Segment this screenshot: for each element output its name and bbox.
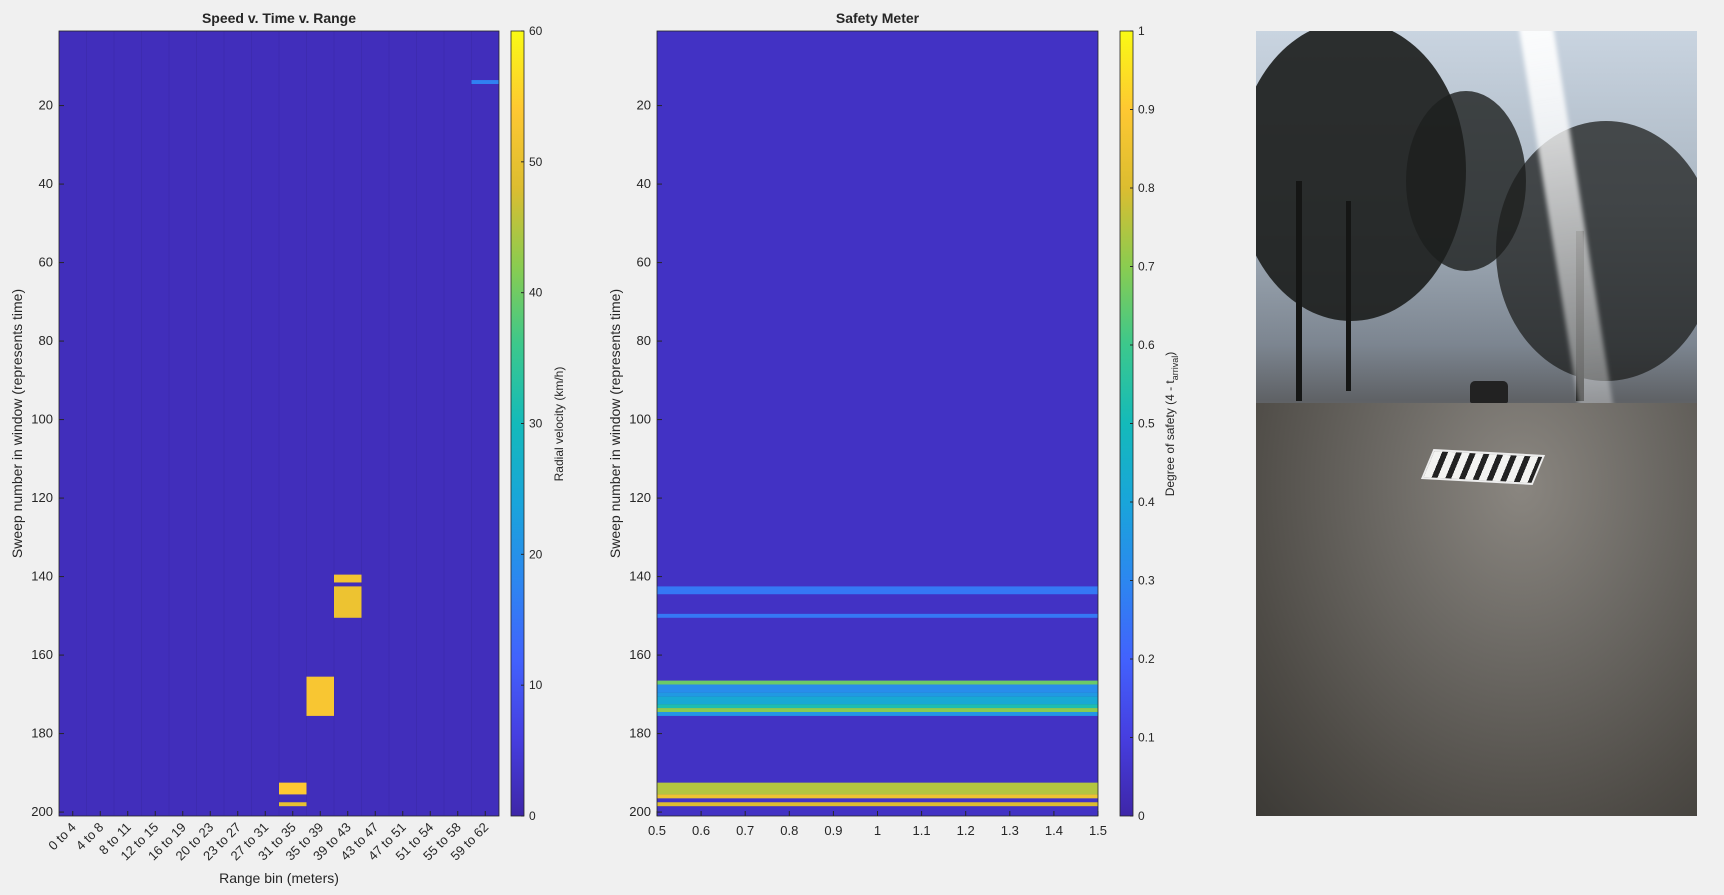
colorbar-tick-label: 0.5 xyxy=(1138,417,1155,431)
y-tick-label: 80 xyxy=(637,333,651,348)
safety-band xyxy=(657,802,1098,807)
safety-band xyxy=(657,696,1098,705)
y-tick-label: 40 xyxy=(39,176,53,191)
x-axis-label: Range bin (meters) xyxy=(219,870,339,886)
safety-band xyxy=(657,704,1098,709)
x-tick-label: 0.6 xyxy=(692,823,710,838)
x-tick-label: 1.4 xyxy=(1045,823,1063,838)
x-tick-label: 0.7 xyxy=(736,823,754,838)
y-tick-label: 160 xyxy=(31,647,53,662)
colorbar-tick-label: 50 xyxy=(529,155,543,169)
chart-title: Speed v. Time v. Range xyxy=(202,10,356,26)
y-tick-label: 100 xyxy=(31,412,53,427)
heatmap-background xyxy=(59,31,499,816)
colorbar-tick-label: 40 xyxy=(529,286,543,300)
y-tick-label: 160 xyxy=(629,647,651,662)
colorbar-tick-label: 0.8 xyxy=(1138,181,1155,195)
safety-band xyxy=(657,684,1098,693)
heatmap-cell xyxy=(279,782,307,795)
y-axis-label: Sweep number in window (represents time) xyxy=(9,289,25,558)
safety-colorbar: 0 0.1 0.2 0.3 0.4 0.5 0.6 0.7 0.8 0.9 1 Degree of s… xyxy=(1119,24,1180,823)
colorbar-label: Degree of safety (4 - tarrival) xyxy=(1163,352,1180,497)
speed-colorbar: 0 10 20 30 40 50 60 Radial velocity (km/h) xyxy=(510,24,566,823)
colorbar-tick-label: 0 xyxy=(529,809,536,823)
colorbar-label: Radial velocity (km/h) xyxy=(552,367,566,482)
colorbar-tick-label: 0.2 xyxy=(1138,652,1155,666)
safety-band xyxy=(657,586,1098,595)
heatmap-cell xyxy=(471,80,499,84)
x-tick-label: 0 to 4 xyxy=(45,820,79,854)
colorbar-tick-label: 30 xyxy=(529,417,543,431)
y-tick-label: 180 xyxy=(31,726,53,741)
safety-band xyxy=(657,680,1098,685)
y-tick-label: 200 xyxy=(31,804,53,819)
colorbar-tick-label: 1 xyxy=(1138,24,1145,38)
x-tick-label: 1.1 xyxy=(913,823,931,838)
safety-band xyxy=(657,613,1098,618)
y-tick-label: 20 xyxy=(637,98,651,113)
y-tick-label: 60 xyxy=(637,255,651,270)
y-tick-label: 180 xyxy=(629,726,651,741)
y-tick-label: 80 xyxy=(39,333,53,348)
y-tick-label: 140 xyxy=(31,569,53,584)
colorbar-tick-label: 0.9 xyxy=(1138,103,1155,117)
colorbar-tick-label: 10 xyxy=(529,678,543,692)
colorbar-tick-label: 0.6 xyxy=(1138,338,1155,352)
chart-title: Safety Meter xyxy=(836,10,920,26)
colorbar-tick-label: 0 xyxy=(1138,809,1145,823)
x-tick-label: 0.8 xyxy=(780,823,798,838)
x-tick-label: 1 xyxy=(874,823,881,838)
safety-band xyxy=(657,692,1098,697)
x-tick-label: 1.5 xyxy=(1089,823,1107,838)
safety-band xyxy=(657,711,1098,716)
y-tick-label: 200 xyxy=(629,804,651,819)
y-tick-label: 20 xyxy=(39,98,53,113)
y-tick-label: 120 xyxy=(31,490,53,505)
y-tick-label: 60 xyxy=(39,255,53,270)
heatmap-cell xyxy=(279,802,307,807)
axes-frame xyxy=(58,30,500,817)
heatmap-cell xyxy=(306,676,334,716)
y-axis-label: Sweep number in window (represents time) xyxy=(607,289,623,558)
x-tick-label: 1.2 xyxy=(957,823,975,838)
heatmap-cell xyxy=(334,586,362,618)
colorbar-tick-label: 20 xyxy=(529,547,543,561)
y-tick-label: 140 xyxy=(629,569,651,584)
y-tick-label: 120 xyxy=(629,490,651,505)
x-tick-label: 0.5 xyxy=(648,823,666,838)
y-tick-label: 100 xyxy=(629,412,651,427)
safety-band xyxy=(657,794,1098,799)
safety-band xyxy=(657,782,1098,795)
x-tick-label: 0.9 xyxy=(824,823,842,838)
colorbar-tick-label: 0.1 xyxy=(1138,731,1155,745)
heatmap-cell xyxy=(334,574,362,583)
colorbar-tick-label: 60 xyxy=(529,24,543,38)
colorbar-tick-label: 0.3 xyxy=(1138,574,1155,588)
safety-band xyxy=(657,708,1098,712)
y-tick-label: 40 xyxy=(637,176,651,191)
street-scene-photo xyxy=(1256,31,1697,816)
colorbar-tick-label: 0.4 xyxy=(1138,495,1155,509)
x-tick-label: 1.3 xyxy=(1001,823,1019,838)
colorbar-tick-label: 0.7 xyxy=(1138,260,1155,274)
safety-heatmap: 20 40 60 80 100 120 140 160 180 200 0.5 0.6 0.7 0.8 0.… xyxy=(607,10,1107,838)
